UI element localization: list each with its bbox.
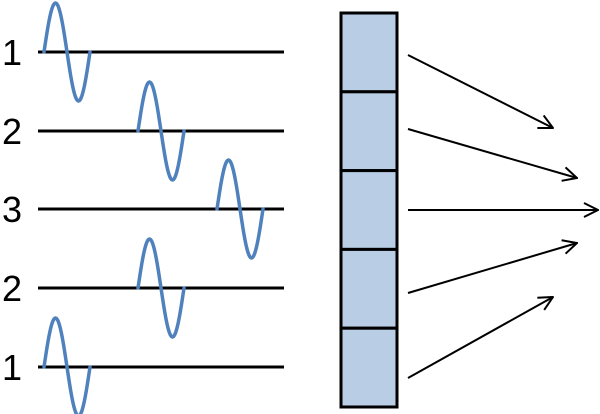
sine-wave-icon	[42, 316, 92, 414]
line-labels: 1 2 3 2 1	[2, 32, 22, 388]
element-stack	[339, 11, 399, 409]
waves	[42, 1, 265, 414]
array-element-1	[339, 11, 399, 94]
array-element-4	[339, 247, 399, 330]
feed-lines	[38, 50, 284, 369]
array-element-5	[339, 326, 399, 409]
array-element-3	[339, 169, 399, 251]
line-label-2: 2	[2, 111, 22, 152]
arrow-right-icon	[407, 297, 553, 379]
line-label-3: 3	[2, 189, 22, 230]
arrow-right-icon	[407, 243, 577, 294]
sine-wave-icon	[136, 80, 186, 182]
arrow-right-icon	[407, 54, 553, 128]
output-arrows	[407, 54, 598, 379]
sine-wave-icon	[215, 158, 265, 260]
sine-wave-icon	[42, 1, 92, 103]
line-label-1: 1	[2, 32, 22, 73]
arrow-right-icon	[407, 128, 577, 178]
line-label-5: 1	[2, 347, 22, 388]
array-element-2	[339, 90, 399, 173]
sine-wave-icon	[136, 237, 186, 339]
line-label-4: 2	[2, 268, 22, 309]
